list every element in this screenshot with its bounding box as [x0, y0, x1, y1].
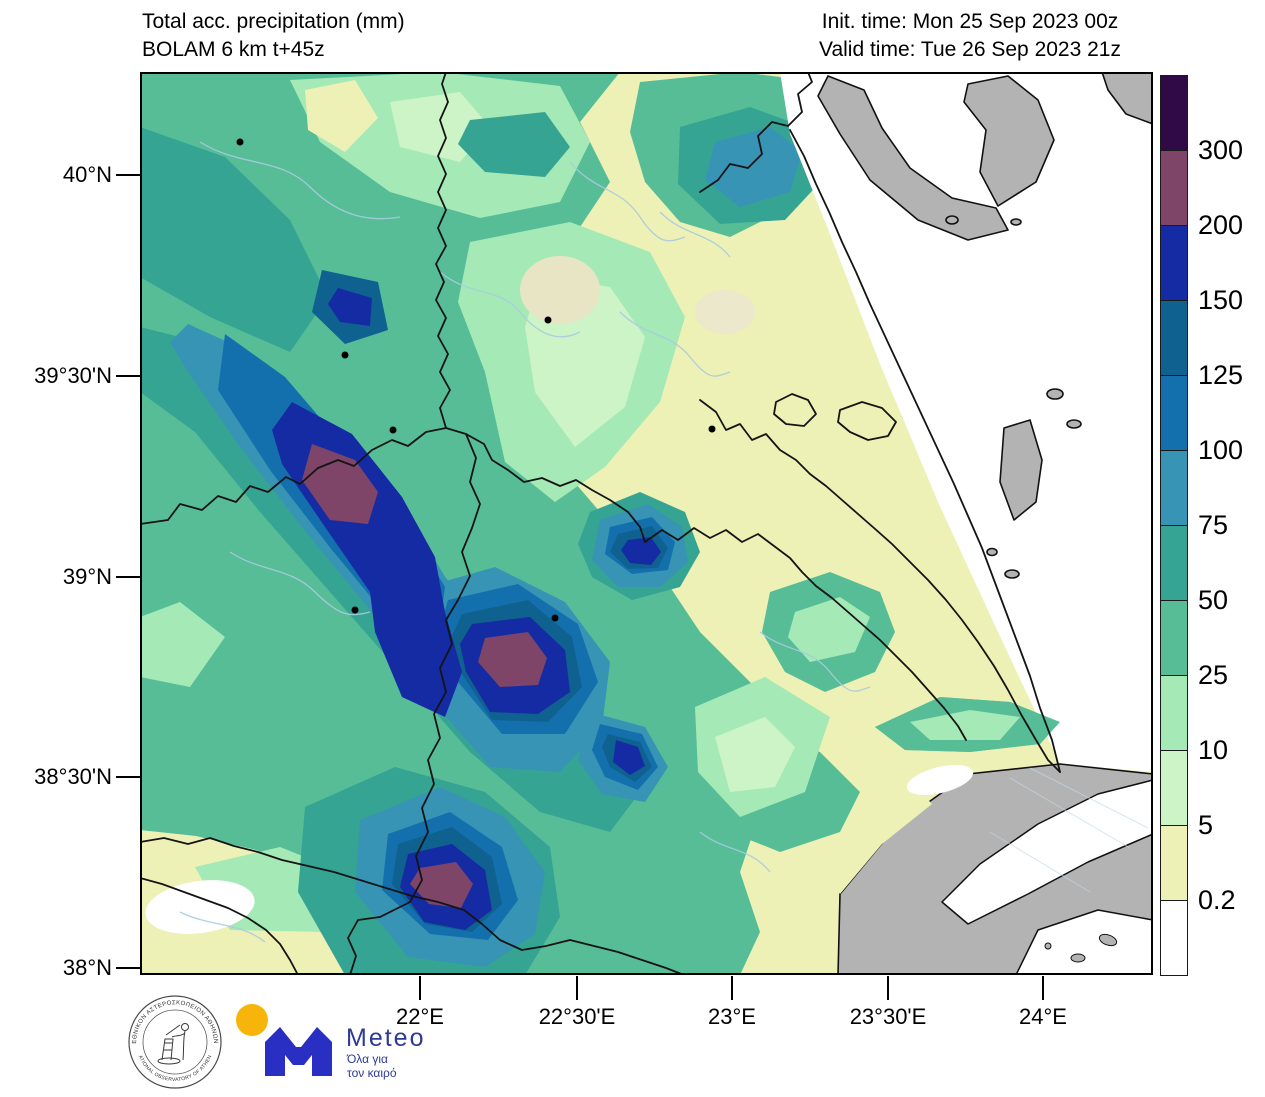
road-network: [989, 767, 1149, 893]
colorbar-label: 0.2: [1198, 885, 1236, 915]
colorbar-cell: [1160, 225, 1188, 301]
chart-title-block: Total acc. precipitation (mm) BOLAM 6 km…: [142, 8, 405, 64]
model-subtitle: BOLAM 6 km t+45z: [142, 38, 325, 61]
lat-tick: [116, 375, 140, 377]
colorbar-cell: [1160, 600, 1188, 676]
lon-tick-label: 22°30'E: [538, 1004, 616, 1029]
init-time: Init. time: Mon 25 Sep 2023 00z: [821, 10, 1119, 33]
lon-tick-label: 23°30'E: [849, 1004, 927, 1029]
lon-tick: [419, 976, 421, 1000]
rivers: [179, 141, 871, 943]
colorbar-label: 5: [1198, 810, 1214, 840]
valid-time: Valid time: Tue 26 Sep 2023 21z: [819, 38, 1121, 61]
lat-tick: [116, 967, 140, 969]
lon-tick: [887, 976, 889, 1000]
dry-sea-areas: [145, 72, 1153, 934]
colorbar-cell: [1160, 150, 1188, 226]
colorbar-cell: [1160, 300, 1188, 376]
colorbar-label: 125: [1198, 360, 1244, 390]
colorbar-label: 300: [1198, 135, 1244, 165]
meteo-tagline-2: τον καιρό: [347, 1066, 397, 1080]
chart-title: Total acc. precipitation (mm): [142, 10, 405, 33]
colorbar-cell: [1160, 750, 1188, 826]
colorbar-cell: [1160, 450, 1188, 526]
meteo-logo-dot: [236, 1004, 268, 1036]
lat-tick: [116, 776, 140, 778]
lon-tick-label: 24°E: [1019, 1004, 1067, 1029]
colorbar-label: 75: [1198, 510, 1229, 540]
borders-coastlines: [140, 72, 1061, 975]
lon-tick: [1042, 976, 1044, 1000]
colorbar-label: 200: [1198, 210, 1244, 240]
colorbar-label: 50: [1198, 585, 1229, 615]
noa-seal-logo: ΕΘΝΙΚΟΝ ΑΣΤΕΡΟΣΚΟΠΕΙΟΝ ΑΘΗΝΩΝ NATIONAL O…: [128, 995, 222, 1089]
meteo-logo-name: Meteo: [346, 1024, 425, 1052]
lon-tick: [576, 976, 578, 1000]
map-frame: [140, 72, 1153, 975]
colorbar-label: 100: [1198, 435, 1244, 465]
map-border-frame: [140, 72, 1153, 975]
meteo-tagline-1: Όλα για: [346, 1052, 388, 1066]
lat-tick-label: 39°N: [62, 564, 112, 589]
lon-tick-label: 23°E: [708, 1004, 756, 1029]
colorbar-label: 150: [1198, 285, 1244, 315]
meteo-logo-m: [265, 1027, 332, 1076]
colorbar-cell: [1160, 75, 1188, 151]
colorbar-label: 10: [1198, 735, 1229, 765]
seal-illustration: [157, 1023, 189, 1065]
lat-tick: [116, 174, 140, 176]
colorbar-cell: [1160, 675, 1188, 751]
lat-tick-label: 39°30'N: [34, 363, 112, 388]
time-info-block: Init. time: Mon 25 Sep 2023 00z Valid ti…: [770, 8, 1170, 64]
colorbar-cell: [1160, 825, 1188, 901]
city-dots: [236, 138, 716, 622]
colorbar: 300 200 150 125 100 75 50 25 10 5 0.2: [1160, 75, 1265, 995]
lat-tick-label: 38°N: [62, 955, 112, 980]
colorbar-cell: [1160, 900, 1188, 976]
colorbar-cell: [1160, 525, 1188, 601]
meteo-logo: Meteo Όλα για τον καιρό: [236, 1004, 425, 1080]
precipitation-map: [140, 72, 1153, 975]
colorbar-cell: [1160, 375, 1188, 451]
lon-tick-label: 22°E: [396, 1004, 444, 1029]
gray-dry-land: [817, 72, 1153, 579]
gray-dry-land-south: [832, 697, 1153, 975]
lat-tick-label: 38°30'N: [34, 764, 112, 789]
lat-tick-label: 40°N: [62, 162, 112, 187]
lat-tick: [116, 576, 140, 578]
lon-tick: [731, 976, 733, 1000]
colorbar-label: 25: [1198, 660, 1229, 690]
